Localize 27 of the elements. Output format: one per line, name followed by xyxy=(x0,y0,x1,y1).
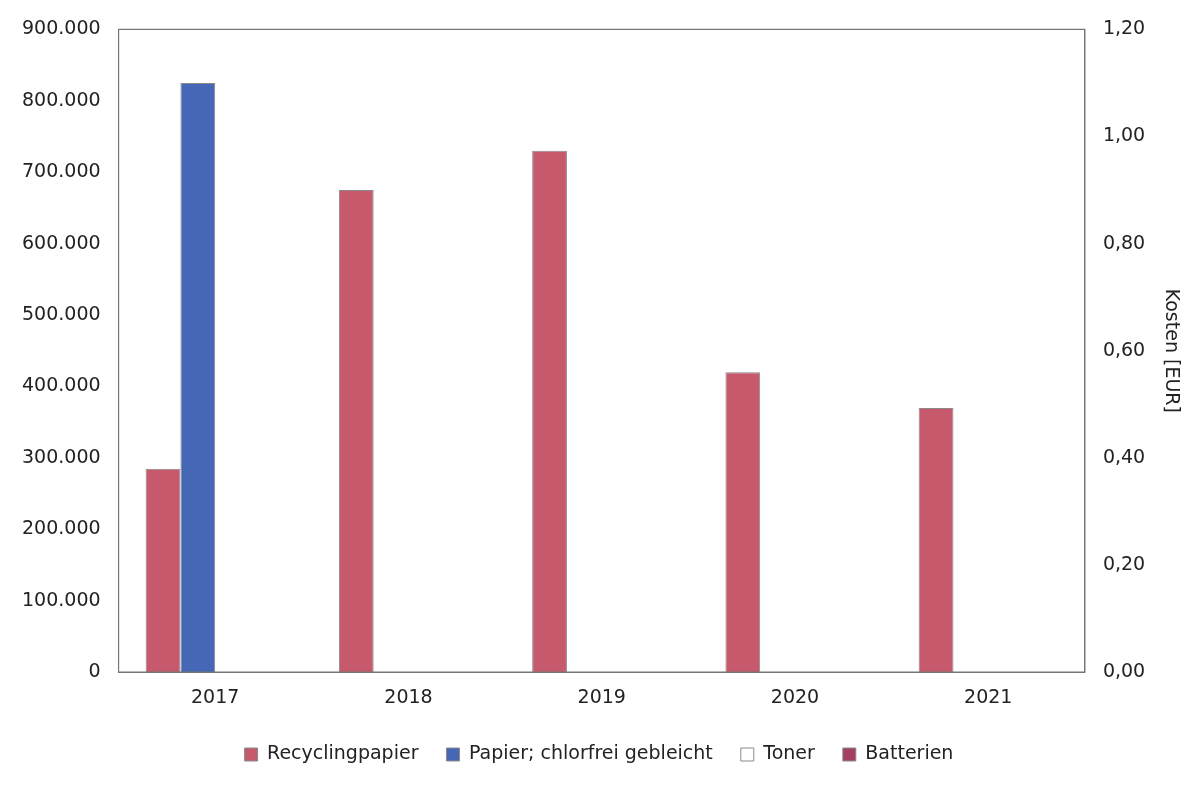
y2-tick-label: 0,60 xyxy=(1102,337,1146,360)
y2-tick-label: 0,80 xyxy=(1102,230,1146,253)
y-tick-label: 400.000 xyxy=(21,373,101,396)
x-tick-label: 2018 xyxy=(384,684,433,707)
y2-axis-title: Kosten [EUR] xyxy=(1161,288,1184,413)
legend-label: Batterien xyxy=(865,741,954,764)
legend-label: Papier; chlorfrei gebleicht xyxy=(468,741,713,764)
y2-tick-label: 1,20 xyxy=(1102,16,1146,39)
y-tick-label: 900.000 xyxy=(21,16,101,39)
x-tick-label: 2020 xyxy=(770,684,820,707)
legend-label: Recyclingpapier xyxy=(267,741,419,764)
x-tick-label: 2017 xyxy=(191,684,240,707)
y-tick-label: 0 xyxy=(88,659,101,682)
y-tick-label: 200.000 xyxy=(21,516,101,539)
x-tick-label: 2021 xyxy=(964,684,1013,707)
y2-tick-label: 1,00 xyxy=(1102,123,1146,146)
x-tick-label: 2019 xyxy=(577,684,626,707)
y-tick-label: 700.000 xyxy=(21,159,101,182)
y-tick-label: 500.000 xyxy=(21,302,101,325)
y2-tick-label: 0,40 xyxy=(1102,444,1146,467)
y2-tick-label: 0,00 xyxy=(1102,659,1146,682)
y-tick-label: 800.000 xyxy=(21,87,101,110)
y-tick-label: 100.000 xyxy=(21,587,101,610)
legend-label: Toner xyxy=(762,741,816,764)
y-tick-label: 600.000 xyxy=(21,230,101,253)
y-tick-label: 300.000 xyxy=(21,444,101,467)
y2-tick-label: 0,20 xyxy=(1102,552,1146,574)
